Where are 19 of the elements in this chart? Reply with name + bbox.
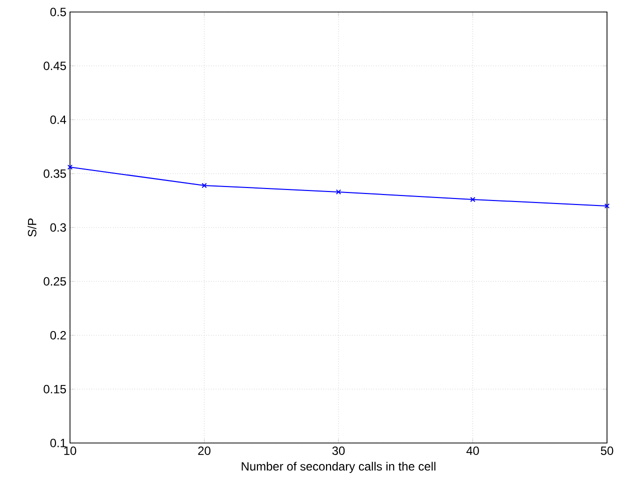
x-tick-label: 40 — [466, 446, 479, 455]
y-tick-label: 0.3 — [50, 223, 66, 232]
y-tick-label: 0.15 — [44, 384, 66, 394]
x-tick-label: 20 — [198, 446, 210, 455]
x-axis-title: Number of secondary calls in the cell — [242, 462, 436, 473]
x-tick-label: 30 — [332, 446, 345, 455]
y-tick-label: 0.45 — [44, 62, 66, 70]
y-tick-label: 0.35 — [44, 169, 66, 178]
y-tick-label: 0.5 — [50, 8, 66, 16]
y-tick-label: 0.2 — [50, 331, 66, 340]
point — [336, 189, 342, 195]
y-axis-title: S/P — [28, 218, 36, 237]
x-tick-label: 10 — [64, 446, 76, 455]
y-tick-label: 0.25 — [44, 277, 66, 286]
y-tick-label: 0.1 — [50, 438, 66, 448]
y-tick-label: 0.4 — [50, 116, 66, 124]
point — [202, 182, 207, 188]
x-tick-label: 50 — [600, 446, 614, 455]
point — [470, 196, 476, 202]
